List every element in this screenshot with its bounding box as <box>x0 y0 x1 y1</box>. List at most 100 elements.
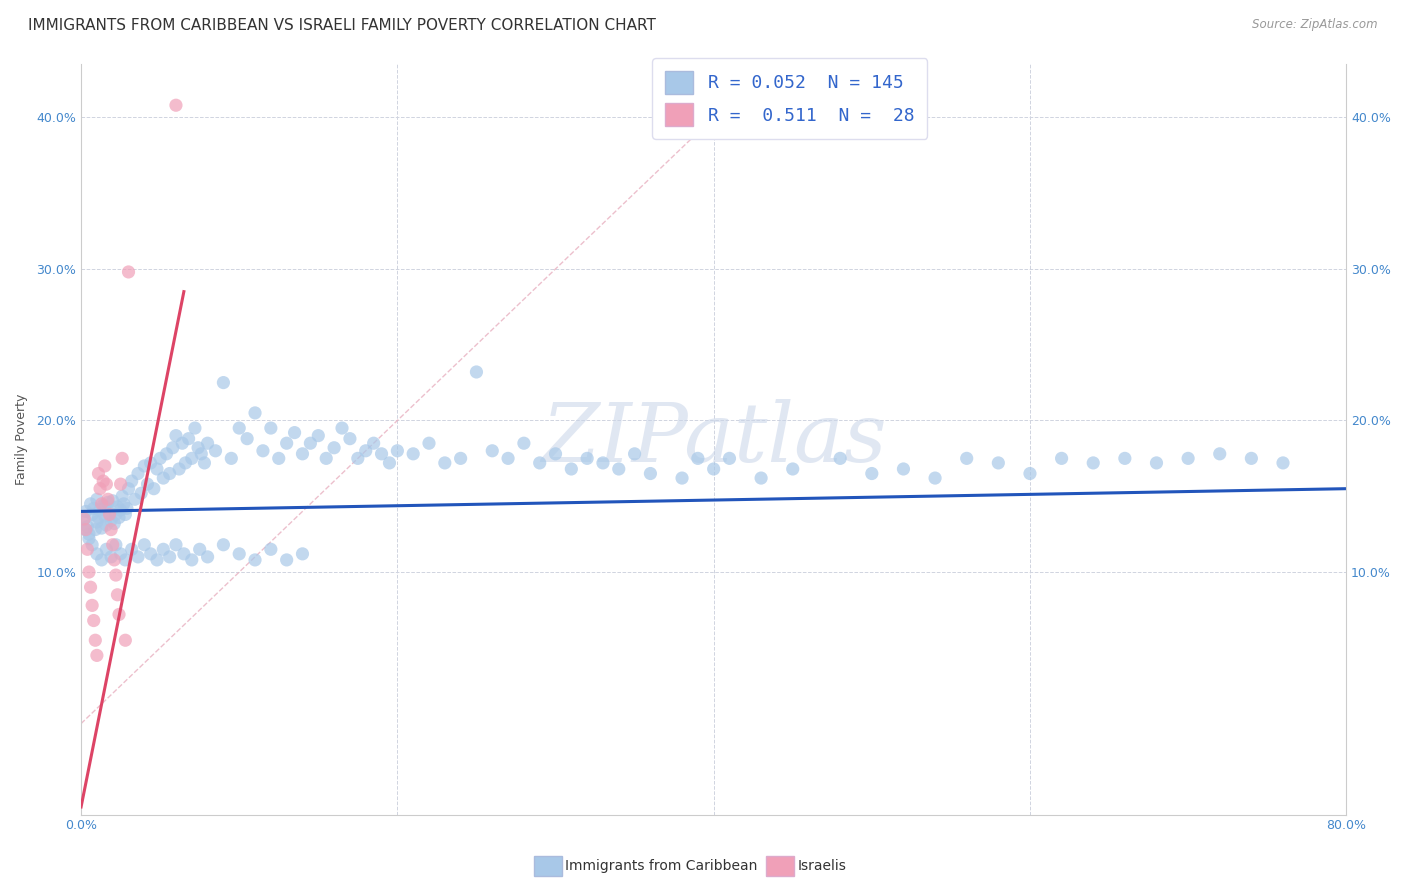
Point <box>212 538 235 552</box>
Point <box>100 549 122 564</box>
Point <box>228 421 250 435</box>
Point <box>86 515 108 529</box>
Point <box>84 523 107 537</box>
Point <box>136 477 159 491</box>
Point <box>111 489 134 503</box>
Point <box>100 523 122 537</box>
Point <box>236 432 259 446</box>
Text: Immigrants from Caribbean: Immigrants from Caribbean <box>565 859 758 873</box>
Point <box>221 451 243 466</box>
Point <box>623 447 645 461</box>
Point <box>513 436 536 450</box>
Point <box>544 447 567 461</box>
Point <box>260 542 283 557</box>
Point <box>860 467 883 481</box>
Point <box>127 467 149 481</box>
Point <box>86 648 108 663</box>
Point <box>252 443 274 458</box>
Point <box>165 538 187 552</box>
Point <box>481 443 503 458</box>
Point <box>75 504 97 518</box>
Point <box>378 456 401 470</box>
Point <box>347 451 370 466</box>
Point <box>172 436 194 450</box>
Point <box>197 436 219 450</box>
Point <box>1240 451 1263 466</box>
Point <box>465 365 488 379</box>
Point <box>91 499 114 513</box>
Text: Source: ZipAtlas.com: Source: ZipAtlas.com <box>1253 18 1378 31</box>
Point <box>1177 451 1199 466</box>
Point <box>104 508 127 522</box>
Point <box>114 508 136 522</box>
Point <box>1050 451 1073 466</box>
Point <box>75 523 97 537</box>
Point <box>243 406 266 420</box>
Point <box>1272 456 1295 470</box>
Point <box>529 456 551 470</box>
Point <box>121 474 143 488</box>
Point <box>354 443 377 458</box>
Point <box>188 542 211 557</box>
Point <box>276 553 298 567</box>
Point <box>77 532 100 546</box>
Point <box>142 482 165 496</box>
Point <box>139 456 162 470</box>
Point <box>162 441 184 455</box>
Point <box>276 436 298 450</box>
Point <box>190 447 212 461</box>
Point <box>90 521 112 535</box>
Point <box>330 421 353 435</box>
Point <box>267 451 290 466</box>
Point <box>129 486 152 500</box>
Point <box>76 519 98 533</box>
Point <box>315 451 337 466</box>
Point <box>108 510 131 524</box>
Point <box>76 542 98 557</box>
Point <box>291 447 314 461</box>
Point <box>592 456 614 470</box>
Point <box>94 458 117 473</box>
Point <box>370 447 392 461</box>
Point <box>90 497 112 511</box>
Point <box>89 503 111 517</box>
Point <box>101 493 124 508</box>
Point <box>1083 456 1105 470</box>
Point <box>98 506 121 520</box>
Point <box>107 588 129 602</box>
Point <box>94 508 117 523</box>
Point <box>87 510 110 524</box>
Point <box>782 462 804 476</box>
Point <box>110 547 132 561</box>
Point <box>112 497 135 511</box>
Point <box>165 98 187 112</box>
Point <box>924 471 946 485</box>
Point <box>73 512 96 526</box>
Point <box>197 549 219 564</box>
Point <box>146 553 169 567</box>
Point <box>893 462 915 476</box>
Point <box>1114 451 1136 466</box>
Point <box>87 467 110 481</box>
Point <box>1146 456 1168 470</box>
Point <box>139 547 162 561</box>
Point <box>167 462 190 476</box>
Point <box>91 474 114 488</box>
Point <box>86 547 108 561</box>
Point <box>260 421 283 435</box>
Point <box>121 542 143 557</box>
Point <box>174 456 197 470</box>
Point <box>101 538 124 552</box>
Point <box>83 614 105 628</box>
Point <box>187 441 209 455</box>
Point <box>79 497 101 511</box>
Point <box>146 462 169 476</box>
Point <box>114 553 136 567</box>
Point <box>291 547 314 561</box>
Point <box>956 451 979 466</box>
Point <box>703 462 725 476</box>
Text: ZIPatlas: ZIPatlas <box>541 400 886 479</box>
Point <box>363 436 385 450</box>
Text: Israelis: Israelis <box>797 859 846 873</box>
Point <box>108 607 131 622</box>
